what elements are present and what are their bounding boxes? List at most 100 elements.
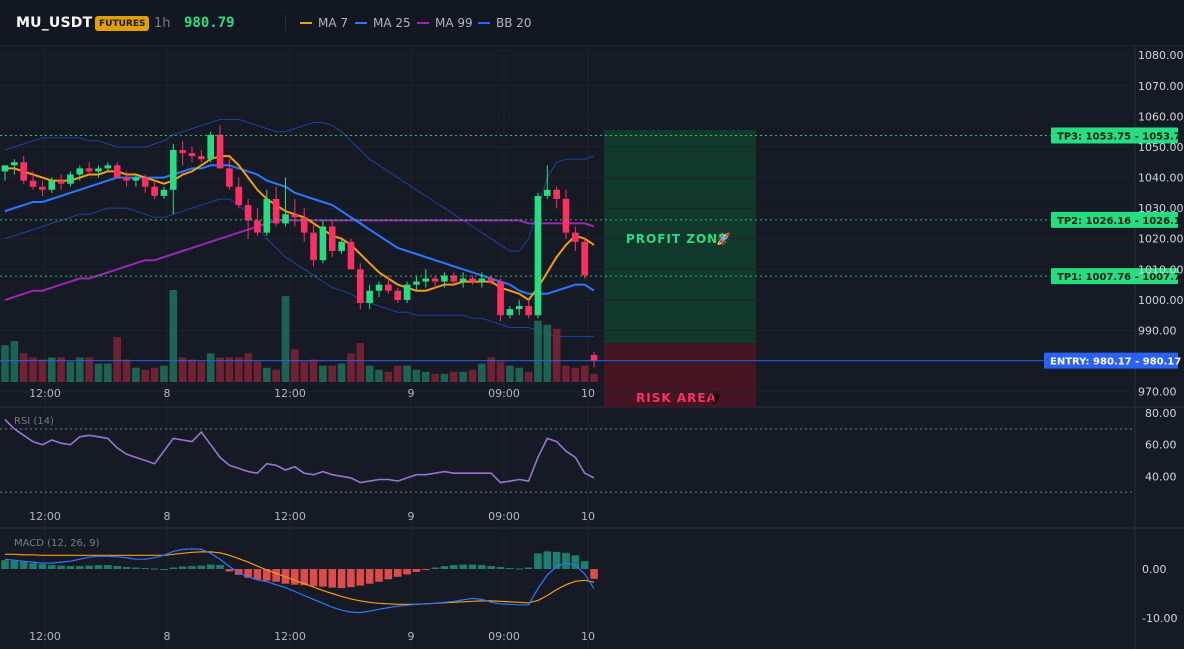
candle-body[interactable]	[469, 278, 476, 282]
candle-body[interactable]	[282, 214, 289, 224]
candle-body[interactable]	[57, 180, 65, 184]
candle-body[interactable]	[123, 177, 130, 181]
candle-body[interactable]	[254, 220, 261, 233]
candle-body[interactable]	[291, 214, 299, 218]
volume-bar	[169, 290, 178, 382]
symbol-name[interactable]: MU_USDT	[16, 15, 93, 31]
profit-zone[interactable]	[604, 130, 756, 343]
candle-body[interactable]	[235, 186, 243, 206]
macd-histogram-bar	[468, 564, 477, 569]
candle-body[interactable]	[487, 278, 495, 282]
legend-bb20[interactable]: BB 20	[478, 0, 532, 46]
candle-body[interactable]	[515, 306, 523, 310]
candle-body[interactable]	[413, 281, 420, 285]
volume-bar	[281, 296, 290, 382]
candle-body[interactable]	[572, 232, 579, 242]
entry-tag[interactable]	[1044, 352, 1178, 369]
candle-body[interactable]	[319, 226, 327, 261]
candle-body[interactable]	[263, 198, 271, 233]
take-profit-tag[interactable]	[1051, 268, 1178, 285]
candle-body[interactable]	[534, 195, 542, 316]
candle-body[interactable]	[198, 156, 205, 160]
candle-body[interactable]	[20, 162, 27, 181]
candle-body[interactable]	[553, 189, 560, 199]
candle-body[interactable]	[29, 180, 37, 187]
candle-body[interactable]	[562, 198, 570, 233]
candle-body[interactable]	[76, 168, 84, 175]
candle-body[interactable]	[95, 168, 102, 172]
candle-body[interactable]	[141, 177, 149, 187]
candle-body[interactable]	[216, 134, 224, 169]
risk-zone[interactable]	[604, 343, 756, 407]
candle-body[interactable]	[431, 278, 439, 282]
price-levels[interactable]: TP3: 1053.75 - 1053.75 TP2: 1026.16 - 102…	[0, 127, 1184, 369]
candle-body[interactable]	[226, 168, 233, 187]
rsi-panel[interactable]: 80.00 60.00 40.00	[0, 407, 1177, 493]
candles[interactable]	[1, 125, 598, 368]
macd-histogram-bar	[197, 565, 206, 569]
macd-histogram-bar	[534, 553, 542, 569]
bb20-swatch-icon	[478, 22, 490, 24]
candle-body[interactable]	[310, 232, 317, 261]
candle-body[interactable]	[132, 177, 140, 181]
candle-body[interactable]	[170, 150, 177, 190]
macd-histogram-bar	[571, 555, 580, 569]
candle-body[interactable]	[450, 275, 458, 282]
candle-body[interactable]	[11, 162, 18, 166]
candle-body[interactable]	[160, 189, 168, 196]
candle-body[interactable]	[272, 198, 280, 224]
futures-badge: FUTURES	[95, 16, 150, 31]
candle-body[interactable]	[506, 309, 514, 316]
take-profit-tag[interactable]	[1051, 211, 1178, 228]
candle-body[interactable]	[151, 186, 158, 196]
macd-histogram-bar	[85, 565, 93, 569]
candle-body[interactable]	[48, 180, 56, 190]
take-profit-tag[interactable]	[1051, 127, 1178, 144]
legend-ma25[interactable]: MA 25	[355, 0, 411, 46]
candle-body[interactable]	[1, 165, 9, 172]
candle-body[interactable]	[394, 290, 401, 300]
candle-body[interactable]	[338, 241, 345, 251]
macd-histogram-bar	[272, 569, 280, 582]
candle-body[interactable]	[403, 284, 411, 300]
macd-panel[interactable]: 0.00 -10.00	[1, 548, 1177, 625]
chart-header: MU_USDT FUTURES 1h 980.79 MA 7 MA 25 MA …	[0, 0, 1184, 46]
candle-body[interactable]	[39, 186, 46, 190]
legend-ma7[interactable]: MA 7	[300, 0, 348, 46]
legend-ma99[interactable]: MA 99	[417, 0, 473, 46]
price-axis[interactable]: 1080.00 1070.00 1060.00 1050.00 1040.00 1030.…	[1138, 49, 1184, 399]
candle-body[interactable]	[581, 241, 588, 276]
candle-body[interactable]	[328, 226, 336, 251]
candle-body[interactable]	[113, 165, 121, 178]
time-tick-label: 9	[408, 510, 415, 523]
candle-body[interactable]	[85, 168, 93, 172]
candle-body[interactable]	[104, 165, 112, 169]
candle-body[interactable]	[590, 354, 598, 362]
candle-body[interactable]	[347, 241, 355, 270]
candle-body[interactable]	[385, 284, 392, 291]
candle-body[interactable]	[188, 153, 196, 157]
candle-body[interactable]	[375, 284, 383, 291]
time-tick-label: 8	[164, 387, 171, 400]
candle-body[interactable]	[300, 217, 308, 233]
candle-body[interactable]	[357, 269, 364, 303]
time-tick-label: 10	[581, 510, 595, 523]
candle-body[interactable]	[244, 205, 252, 221]
candle-body[interactable]	[478, 278, 486, 282]
candle-body[interactable]	[544, 189, 551, 196]
interval-selector[interactable]: 1h	[154, 15, 171, 31]
candle-body[interactable]	[441, 275, 448, 282]
candle-body[interactable]	[207, 134, 214, 160]
candle-body[interactable]	[179, 150, 186, 154]
candle-body[interactable]	[459, 278, 467, 282]
candle-body[interactable]	[366, 290, 373, 303]
candle-body[interactable]	[525, 306, 532, 316]
time-axis[interactable]: 12:00 8 12:00 9 09:00 10 12:00 8 12:00 9 09:00 10 12…	[29, 387, 595, 643]
macd-histogram-bar	[524, 567, 533, 569]
candle-body[interactable]	[67, 174, 74, 184]
volume-bar	[356, 343, 365, 382]
candle-body[interactable]	[422, 278, 430, 282]
candle-body[interactable]	[497, 281, 504, 316]
macd-histogram-bar	[38, 564, 47, 569]
